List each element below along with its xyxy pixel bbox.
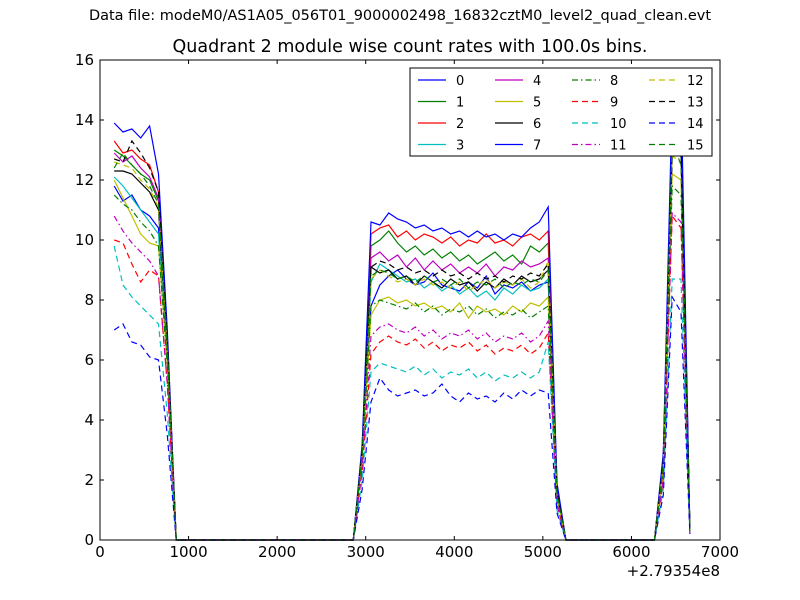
- y-tick-label: 10: [75, 231, 94, 249]
- legend-label-4: 4: [533, 74, 541, 89]
- series-line-1: [113, 130, 691, 541]
- x-offset-label: +2.79354e8: [626, 562, 720, 580]
- series-line-11: [113, 211, 691, 541]
- figure-suptitle: Data file: modeM0/AS1A05_056T01_90000024…: [88, 8, 712, 24]
- y-tick-label: 16: [75, 51, 94, 69]
- x-tick-label: 2000: [258, 543, 296, 561]
- x-tick-label: 6000: [612, 543, 650, 561]
- series-line-10: [113, 245, 691, 541]
- x-tick-label: 5000: [524, 543, 562, 561]
- x-tick-label: 4000: [435, 543, 473, 561]
- x-tick-label: 1000: [169, 543, 207, 561]
- legend-label-0: 0: [456, 74, 464, 89]
- x-tick-label: 3000: [347, 543, 385, 561]
- y-tick-label: 0: [84, 531, 94, 549]
- series-line-6: [114, 145, 691, 541]
- y-tick-label: 14: [75, 111, 94, 129]
- axis-ticks: 0 1000 2000 3000 4000 5000 6000 700002468101214…: [75, 51, 739, 561]
- legend-label-9: 9: [610, 96, 618, 111]
- legend-box: [409, 67, 713, 157]
- y-tick-label: 8: [84, 291, 94, 309]
- chart-title: Quadrant 2 module wise count rates with …: [172, 37, 648, 57]
- y-tick-label: 12: [75, 171, 94, 189]
- series-line-5: [113, 172, 691, 541]
- y-tick-label: 4: [84, 411, 94, 429]
- legend-label-12: 12: [687, 74, 704, 89]
- series-line-15: [113, 140, 691, 541]
- legend-label-6: 6: [533, 117, 541, 132]
- x-tick-label: 7000: [701, 543, 739, 561]
- legend-label-11: 11: [610, 139, 627, 154]
- series-line-2: [113, 124, 691, 541]
- legend-label-14: 14: [687, 117, 704, 132]
- series-line-13: [114, 139, 691, 541]
- y-tick-label: 6: [84, 351, 94, 369]
- series-line-14: [113, 294, 691, 541]
- legend-label-1: 1: [456, 96, 464, 111]
- series-line-9: [114, 214, 691, 541]
- legend-label-13: 13: [687, 96, 704, 111]
- legend-label-5: 5: [533, 96, 541, 111]
- series-line-8: [113, 184, 691, 541]
- series-line-4: [113, 133, 691, 541]
- legend-label-10: 10: [610, 117, 627, 132]
- y-tick-label: 2: [84, 471, 94, 489]
- series-line-12: [114, 154, 691, 541]
- legend-label-8: 8: [610, 74, 618, 89]
- legend-label-7: 7: [533, 139, 541, 154]
- legend-label-2: 2: [456, 117, 464, 132]
- series-line-3: [113, 136, 691, 541]
- x-tick-label: 0: [95, 543, 105, 561]
- legend-label-3: 3: [456, 139, 464, 154]
- legend-label-15: 15: [687, 139, 704, 154]
